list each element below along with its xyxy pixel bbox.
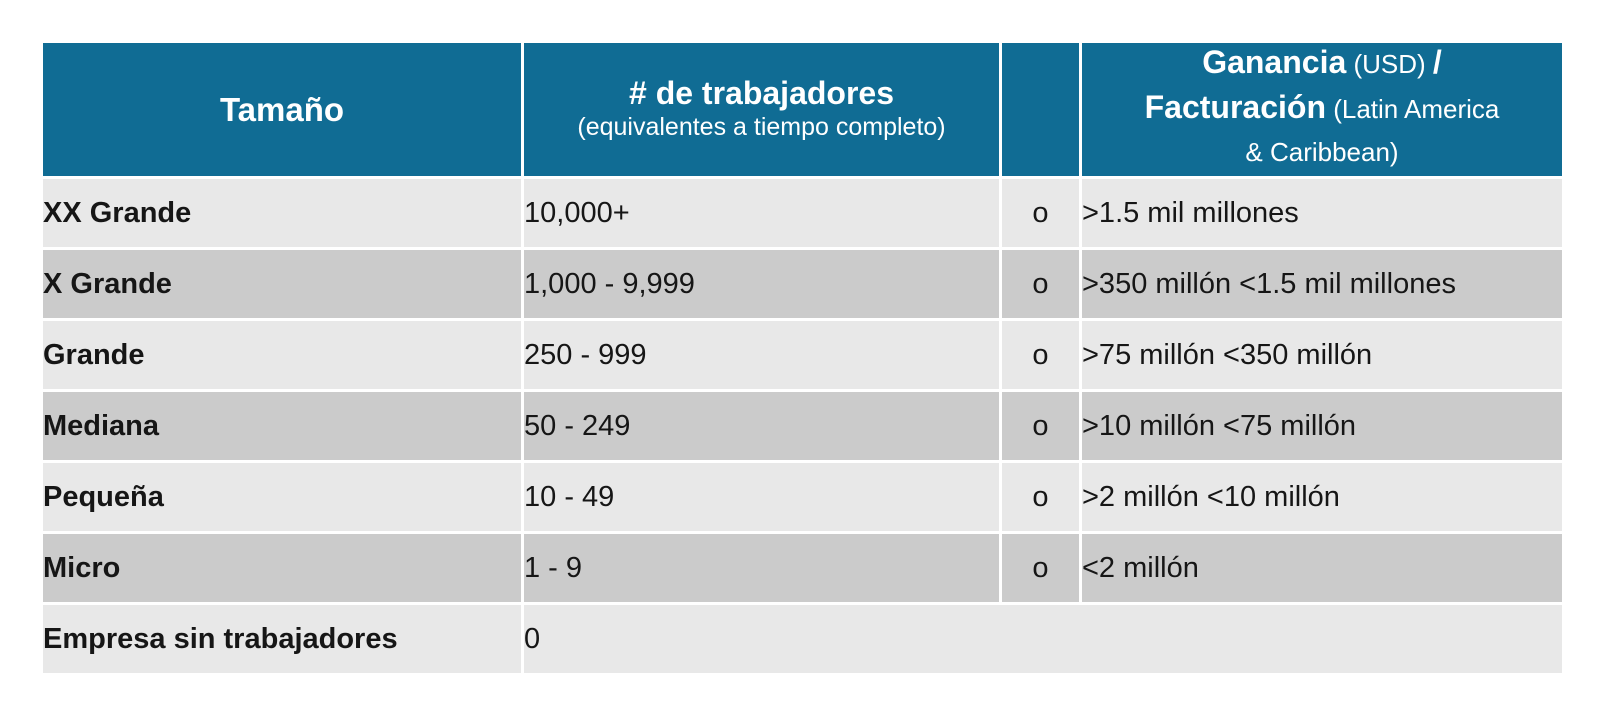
revenue-cell: >10 millón <75 millón <box>1079 389 1565 463</box>
workers-cell: 0 <box>521 602 1565 676</box>
table-row: X Grande 1,000 - 9,999 o >350 millón <1.5 m… <box>40 247 1565 321</box>
header-ganancia-content: Ganancia (USD) / Facturación (Latin Ameri… <box>1092 43 1552 176</box>
connector-cell: o <box>999 460 1082 534</box>
connector-cell: o <box>999 247 1082 321</box>
header-connector-column <box>999 40 1082 179</box>
header-ganancia-segment: & Caribbean) <box>1245 137 1399 167</box>
workers-cell: 50 - 249 <box>521 389 1002 463</box>
header-ganancia-segment: (USD) <box>1346 49 1433 79</box>
header-ganancia-segment: Ganancia <box>1202 44 1347 80</box>
header-trabajadores-main: # de trabajadores <box>629 75 894 112</box>
connector-cell: o <box>999 531 1082 605</box>
table-row: Mediana 50 - 249 o >10 millón <75 millón <box>40 389 1565 463</box>
table-row: Micro 1 - 9 o <2 millón <box>40 531 1565 605</box>
table-row: XX Grande 10,000+ o >1.5 mil millones <box>40 176 1565 250</box>
table-row: Pequeña 10 - 49 o >2 millón <10 millón <box>40 460 1565 534</box>
header-ganancia-segment: Facturación <box>1144 89 1326 125</box>
workers-cell: 1 - 9 <box>521 531 1002 605</box>
size-cell: Empresa sin trabajadores <box>40 602 524 676</box>
workers-cell: 250 - 999 <box>521 318 1002 392</box>
revenue-cell: >1.5 mil millones <box>1079 176 1565 250</box>
connector-cell: o <box>999 176 1082 250</box>
table-body: XX Grande 10,000+ o >1.5 mil millones X Gran… <box>40 176 1565 676</box>
size-cell: X Grande <box>40 247 524 321</box>
revenue-cell: >75 millón <350 millón <box>1079 318 1565 392</box>
connector-cell: o <box>999 318 1082 392</box>
company-size-table: Tamaño # de trabajadores (equivalentes a… <box>40 40 1565 676</box>
size-cell: Micro <box>40 531 524 605</box>
revenue-cell: <2 millón <box>1079 531 1565 605</box>
table-row: Empresa sin trabajadores 0 <box>40 602 1565 676</box>
table-row: Grande 250 - 999 o >75 millón <350 millón <box>40 318 1565 392</box>
header-row: Tamaño # de trabajadores (equivalentes a… <box>40 40 1565 179</box>
size-cell: XX Grande <box>40 176 524 250</box>
header-tamano: Tamaño <box>40 40 524 179</box>
header-trabajadores-sub: (equivalentes a tiempo completo) <box>577 113 946 142</box>
workers-cell: 10 - 49 <box>521 460 1002 534</box>
workers-cell: 1,000 - 9,999 <box>521 247 1002 321</box>
header-ganancia-segment: / <box>1432 44 1442 80</box>
revenue-cell: >350 millón <1.5 mil millones <box>1079 247 1565 321</box>
size-cell: Pequeña <box>40 460 524 534</box>
revenue-cell: >2 millón <10 millón <box>1079 460 1565 534</box>
size-cell: Mediana <box>40 389 524 463</box>
header-ganancia: Ganancia (USD) / Facturación (Latin Ameri… <box>1079 40 1565 179</box>
size-cell: Grande <box>40 318 524 392</box>
header-trabajadores: # de trabajadores (equivalentes a tiempo… <box>521 40 1002 179</box>
connector-cell: o <box>999 389 1082 463</box>
workers-cell: 10,000+ <box>521 176 1002 250</box>
header-ganancia-segment: (Latin America <box>1325 94 1500 124</box>
